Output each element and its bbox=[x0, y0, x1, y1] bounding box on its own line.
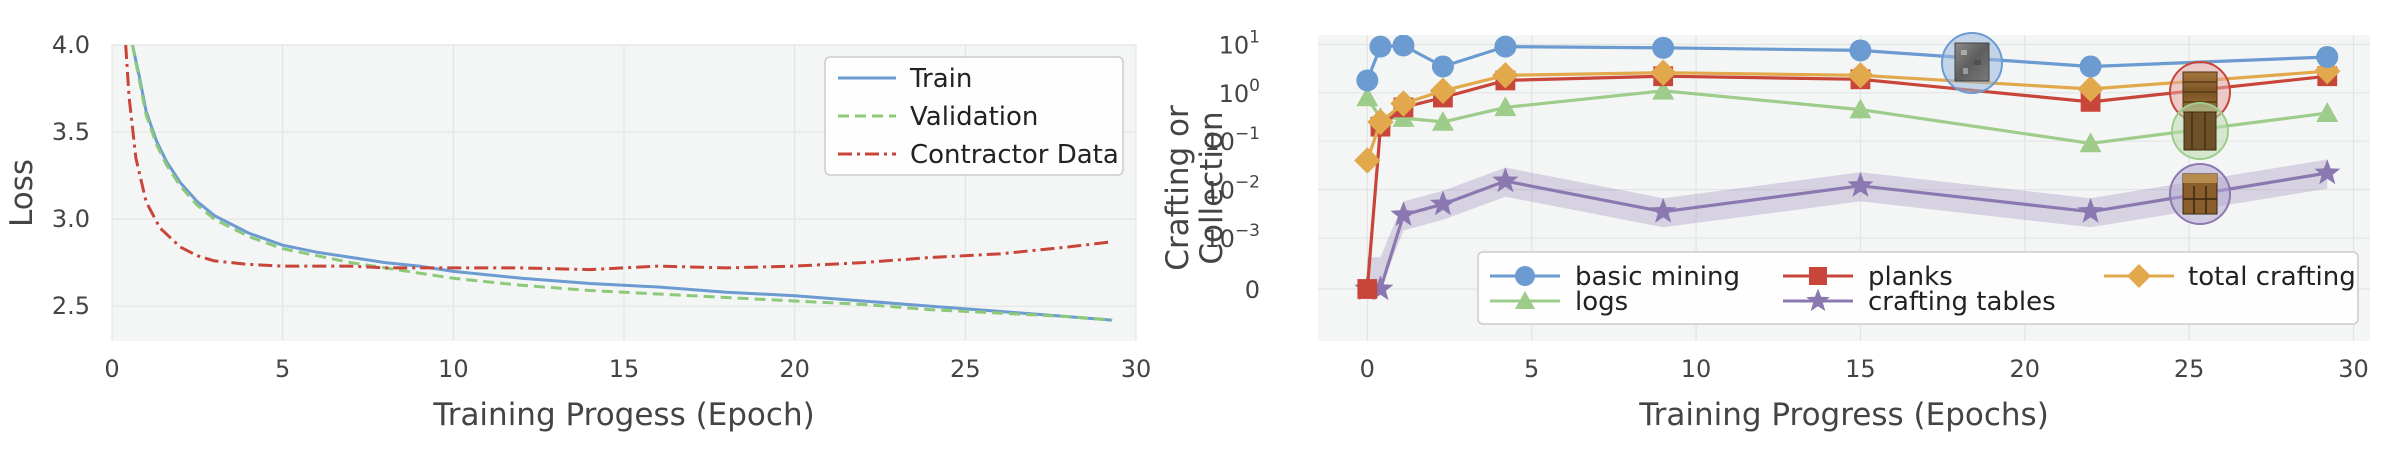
crafting-x-tick-label: 15 bbox=[1845, 355, 1876, 383]
legend-marker-logs bbox=[1515, 291, 1535, 309]
series-line-contractor-data bbox=[124, 45, 1113, 272]
series-marker-basic-mining bbox=[2079, 55, 2102, 78]
series-marker-logs bbox=[1431, 110, 1454, 131]
series-marker-crafting-tables bbox=[1367, 275, 1394, 301]
loss-x-tick-label: 5 bbox=[275, 355, 290, 383]
crafting-y-tick-label: 10−1 bbox=[1204, 124, 1260, 156]
loss-series bbox=[124, 45, 1113, 322]
crafting-tables-band bbox=[1367, 159, 2328, 289]
loss-x-tick-label: 25 bbox=[950, 355, 981, 383]
series-marker-total-crafting bbox=[1367, 108, 1394, 136]
crafting-y-tick-label: 10−3 bbox=[1204, 221, 1260, 253]
loss-chart: 0 5 10 15 20 25 30 2.5 3.0 3.5 4.0 Training Proges… bbox=[4, 31, 1151, 433]
loss-y-axis-label: Loss bbox=[4, 159, 40, 227]
loss-y-tick-label: 3.0 bbox=[52, 205, 90, 233]
crafting-x-tick-label: 30 bbox=[2338, 355, 2369, 383]
legend-marker-crafting-tables bbox=[1806, 288, 1830, 312]
series-marker-basic-mining bbox=[1369, 35, 1392, 58]
crafting-y-tick-label: 0 bbox=[1245, 276, 1260, 304]
series-marker-total-crafting bbox=[1390, 90, 1417, 117]
series-marker-logs bbox=[1356, 86, 1379, 107]
loss-x-tick-label: 0 bbox=[104, 355, 119, 383]
series-line-validation bbox=[131, 45, 1113, 322]
series-marker-crafting-tables bbox=[1492, 167, 1519, 193]
loss-legend-box bbox=[824, 56, 1124, 176]
series-marker-basic-mining bbox=[1356, 69, 1379, 92]
loss-x-tick-label: 10 bbox=[438, 355, 469, 383]
crafting-y-tick-label: 100 bbox=[1219, 76, 1260, 108]
series-marker-total-crafting bbox=[2077, 75, 2104, 103]
crafting-y-axis-label-line2: Collection bbox=[1194, 111, 1230, 264]
legend-label-contractor-data: Contractor Data bbox=[910, 140, 1119, 170]
legend-marker-planks bbox=[1809, 267, 1827, 285]
crafting-ticks: 0 5 10 15 20 25 30 0 10−3 10−2 10−1 100 101 bbox=[1204, 27, 2368, 383]
crafting-y-tick-label: 10−2 bbox=[1204, 173, 1260, 205]
legend-label-crafting-tables: crafting tables bbox=[1868, 287, 2056, 317]
series-marker-total-crafting bbox=[1354, 147, 1381, 174]
crafting-x-tick-label: 25 bbox=[2174, 355, 2205, 383]
series-marker-crafting-tables bbox=[1847, 172, 1874, 197]
crafting-y-axis-label-line1: Crafting or bbox=[1160, 105, 1196, 271]
series-marker-logs bbox=[2079, 132, 2102, 153]
series-marker-logs bbox=[2316, 102, 2339, 122]
loss-y-tick-label: 2.5 bbox=[52, 292, 90, 320]
series-marker-logs bbox=[1494, 96, 1517, 117]
loss-legend: Train Validation Contractor Data bbox=[824, 56, 1124, 176]
series-marker-crafting-tables bbox=[1429, 190, 1456, 216]
series-marker-basic-mining bbox=[1652, 36, 1675, 59]
series-marker-crafting-tables bbox=[2314, 159, 2341, 185]
series-marker-logs bbox=[1652, 79, 1675, 100]
series-marker-basic-mining bbox=[2316, 45, 2339, 68]
log-item-icon bbox=[2171, 102, 2229, 160]
crafting-y-tick-label: 101 bbox=[1219, 27, 1260, 59]
series-marker-basic-mining bbox=[1392, 35, 1415, 57]
legend-label-planks: planks bbox=[1868, 262, 1953, 292]
series-marker-crafting-tables bbox=[1650, 197, 1677, 223]
stone-item-icon bbox=[1941, 32, 2003, 94]
loss-ticks: 0 5 10 15 20 25 30 2.5 3.0 3.5 4.0 bbox=[52, 31, 1151, 383]
series-marker-total-crafting bbox=[1429, 77, 1457, 104]
crafting-series bbox=[1354, 35, 2341, 301]
series-marker-basic-mining bbox=[1849, 39, 1872, 62]
series-marker-total-crafting bbox=[1649, 59, 1677, 86]
crafting-x-axis-label: Training Progress (Epochs) bbox=[1638, 397, 2049, 433]
crafting-x-tick-label: 20 bbox=[2010, 355, 2041, 383]
series-marker-total-crafting bbox=[1492, 62, 1519, 89]
series-marker-crafting-tables bbox=[1390, 201, 1417, 226]
crafting-legend: basic mining logs planks crafting tables… bbox=[1477, 251, 2359, 325]
crafting-x-tick-label: 5 bbox=[1524, 355, 1539, 383]
legend-label-basic-mining: basic mining bbox=[1575, 262, 1740, 292]
legend-label-train: Train bbox=[909, 64, 972, 94]
legend-label-logs: logs bbox=[1575, 287, 1628, 317]
series-marker-basic-mining bbox=[1494, 35, 1517, 58]
legend-label-validation: Validation bbox=[910, 102, 1038, 132]
loss-y-tick-label: 4.0 bbox=[52, 31, 90, 59]
loss-x-tick-label: 30 bbox=[1121, 355, 1152, 383]
legend-marker-basic-mining bbox=[1515, 266, 1535, 286]
crafting-x-tick-label: 0 bbox=[1360, 355, 1375, 383]
series-marker-logs bbox=[1849, 98, 1872, 119]
crafting-chart: 0 5 10 15 20 25 30 0 10−3 10−2 10−1 100 101 bbox=[1160, 27, 2370, 433]
crafting-x-tick-label: 10 bbox=[1681, 355, 1712, 383]
series-marker-planks bbox=[1357, 279, 1378, 299]
series-marker-basic-mining bbox=[1431, 55, 1454, 78]
series-marker-total-crafting bbox=[1847, 62, 1874, 89]
loss-x-tick-label: 15 bbox=[609, 355, 640, 383]
legend-label-total-crafting: total crafting bbox=[2188, 262, 2356, 292]
loss-x-axis-label: Training Progess (Epoch) bbox=[432, 397, 814, 433]
loss-y-tick-label: 3.5 bbox=[52, 118, 90, 146]
series-marker-crafting-tables bbox=[2077, 197, 2104, 223]
loss-x-tick-label: 20 bbox=[779, 355, 810, 383]
crafting-table-item-icon bbox=[2169, 163, 2231, 225]
legend-marker-total-crafting bbox=[2127, 264, 2151, 288]
